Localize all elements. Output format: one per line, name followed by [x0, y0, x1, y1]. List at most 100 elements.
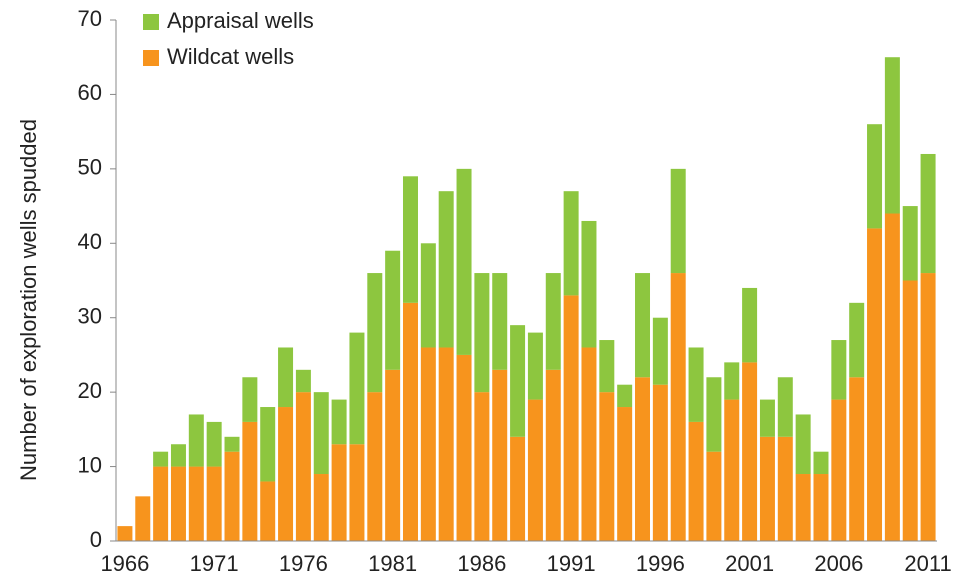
bar-segment: [759, 436, 775, 541]
x-tick-label: 1991: [547, 551, 596, 576]
bar-segment: [278, 407, 294, 541]
bar-segment: [920, 153, 936, 274]
bar-segment: [402, 302, 418, 541]
bar-segment: [777, 436, 793, 541]
bar-segment: [617, 384, 633, 408]
bar-segment: [224, 451, 240, 541]
bar-segment: [849, 302, 865, 378]
y-tick-label: 10: [78, 452, 102, 477]
bar-segment: [902, 280, 918, 541]
legend-swatch: [143, 50, 159, 66]
x-tick-label: 1966: [100, 551, 149, 576]
x-tick-label: 1981: [368, 551, 417, 576]
bar-segment: [349, 332, 365, 445]
bar-segment: [563, 191, 579, 296]
bar-segment: [813, 451, 829, 475]
bar-segment: [188, 466, 204, 541]
bar-segment: [331, 444, 347, 541]
bar-segment: [367, 392, 383, 541]
x-tick-label: 1996: [636, 551, 685, 576]
bar-segment: [813, 474, 829, 541]
bar-segment: [688, 347, 704, 422]
bar-segment: [777, 377, 793, 437]
y-tick-label: 30: [78, 304, 102, 329]
bar-segment: [867, 124, 883, 229]
bar-segment: [242, 377, 258, 422]
bar-segment: [260, 481, 276, 541]
bar-segment: [599, 392, 615, 541]
legend-swatch: [143, 14, 159, 30]
bar-segment: [652, 384, 668, 541]
bar-segment: [527, 332, 543, 400]
bar-segment: [884, 57, 900, 214]
bar-segment: [135, 496, 151, 541]
bar-segment: [313, 392, 329, 475]
x-tick-label: 2001: [725, 551, 774, 576]
bar-segment: [884, 213, 900, 541]
bar-segment: [510, 325, 526, 437]
bar-segment: [670, 273, 686, 541]
bar-segment: [759, 399, 775, 437]
bar-segment: [920, 273, 936, 541]
bar-segment: [260, 407, 276, 482]
bar-segment: [599, 340, 615, 393]
bar-segment: [492, 369, 508, 541]
bar-segment: [206, 466, 222, 541]
y-tick-label: 60: [78, 80, 102, 105]
legend-label: Wildcat wells: [167, 44, 294, 69]
bar-segment: [581, 220, 597, 348]
bar-segment: [170, 444, 186, 467]
bar-segment: [652, 317, 668, 385]
x-tick-label: 1976: [279, 551, 328, 576]
bar-segment: [367, 273, 383, 393]
bar-segment: [474, 392, 490, 541]
bar-segment: [742, 362, 758, 541]
bar-segment: [153, 466, 169, 541]
bar-segment: [581, 347, 597, 541]
bar-segment: [474, 273, 490, 393]
bar-segment: [492, 273, 508, 370]
bar-segment: [313, 474, 329, 541]
y-tick-label: 40: [78, 229, 102, 254]
x-tick-label: 2011: [904, 551, 951, 576]
x-tick-label: 2006: [814, 551, 863, 576]
bar-segment: [278, 347, 294, 408]
bar-segment: [420, 243, 436, 348]
y-tick-label: 0: [90, 527, 102, 552]
bar-segment: [635, 377, 651, 541]
bar-segment: [510, 436, 526, 541]
bar-segment: [170, 466, 186, 541]
legend-label: Appraisal wells: [167, 8, 314, 33]
bar-segment: [385, 250, 401, 370]
bar-segment: [831, 399, 847, 541]
bar-segment: [545, 273, 561, 370]
bar-segment: [242, 421, 258, 541]
bar-segment: [224, 436, 240, 452]
bar-segment: [456, 168, 472, 355]
x-tick-label: 1986: [457, 551, 506, 576]
bar-segment: [563, 295, 579, 541]
y-axis-title: Number of exploration wells spudded: [16, 119, 41, 481]
bar-segment: [706, 377, 722, 452]
bar-segment: [831, 340, 847, 400]
bar-segment: [724, 399, 740, 541]
bar-segment: [527, 399, 543, 541]
bar-segment: [545, 369, 561, 541]
bar-segment: [724, 362, 740, 400]
bar-segment: [456, 354, 472, 541]
bar-segment: [867, 228, 883, 541]
bar-segment: [635, 273, 651, 378]
bar-segment: [902, 206, 918, 281]
bar-segment: [706, 451, 722, 541]
bar-segment: [670, 168, 686, 274]
bar-segment: [117, 526, 133, 541]
bar-segment: [349, 444, 365, 541]
bar-segment: [295, 369, 311, 393]
bar-segment: [331, 399, 347, 445]
bar-segment: [188, 414, 204, 467]
bar-segment: [438, 191, 454, 348]
bar-segment: [206, 421, 222, 467]
bar-segment: [617, 407, 633, 541]
bar-segment: [849, 377, 865, 541]
bar-segment: [688, 421, 704, 541]
